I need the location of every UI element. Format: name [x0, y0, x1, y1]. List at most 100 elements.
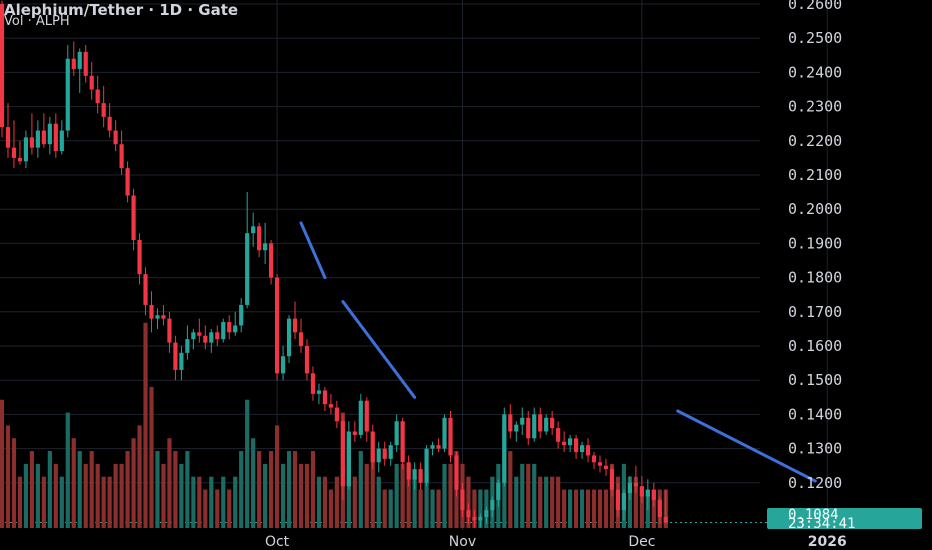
volume-bar: [304, 463, 310, 528]
candle-body: [107, 116, 112, 131]
candle-body: [29, 137, 34, 148]
volume-bar: [23, 463, 29, 528]
volume-bar: [173, 451, 178, 528]
volume-bar: [400, 463, 405, 528]
price-tick-label: 0.2500: [788, 29, 842, 47]
candle-body: [448, 417, 453, 456]
candle-body: [424, 448, 429, 483]
candle-body: [125, 168, 130, 196]
candle-body: [352, 431, 357, 435]
candle-body: [113, 130, 118, 145]
volume-bar: [179, 463, 184, 528]
candle-body: [23, 137, 29, 162]
candle-body: [17, 157, 23, 162]
volume-bar: [161, 463, 166, 528]
volume-bar: [514, 476, 519, 528]
candle-body: [663, 517, 668, 523]
time-tick-label: Oct: [265, 534, 290, 550]
candle-body: [89, 75, 94, 90]
volume-bar: [382, 489, 387, 528]
candle-body: [609, 469, 615, 490]
candle-body: [167, 318, 172, 343]
volume-bar: [352, 476, 357, 528]
volume-bar: [29, 451, 34, 528]
volume-bar: [436, 489, 441, 528]
candle-body: [5, 127, 11, 148]
trendline: [341, 300, 417, 399]
volume-bars: [0, 322, 668, 528]
candle-body: [597, 462, 603, 466]
candle-body: [173, 342, 178, 370]
trendline: [299, 221, 327, 280]
candle-body: [239, 304, 244, 326]
volume-bar: [508, 451, 513, 528]
volume-bar: [286, 451, 292, 528]
volume-bar: [167, 438, 172, 528]
candle-body: [101, 103, 106, 117]
candle-body: [53, 123, 58, 152]
candle-body: [257, 226, 262, 251]
volume-bar: [17, 476, 23, 528]
volume-bar: [579, 489, 585, 528]
candle-body: [472, 517, 477, 521]
candle-body: [328, 404, 333, 408]
volume-bar: [568, 489, 573, 528]
price-axis[interactable]: 0.2600 0.2500 0.2400 0.2300 0.2200 0.2100 0.20…: [788, 0, 842, 492]
candle-body: [484, 510, 489, 517]
price-tick-label: 0.1800: [788, 269, 842, 287]
volume-bar: [95, 463, 100, 528]
candle-body: [304, 346, 310, 374]
volume-bar: [185, 451, 190, 528]
time-axis[interactable]: Oct Nov Dec 2026: [265, 534, 847, 550]
candle-body: [334, 407, 339, 422]
candle-body: [568, 438, 573, 446]
candle-body: [274, 277, 280, 374]
volume-bar: [406, 463, 411, 528]
volume-bar: [245, 399, 250, 528]
candle-body: [137, 239, 142, 275]
candle-body: [430, 445, 435, 449]
volume-bar: [155, 451, 160, 528]
volume-legend[interactable]: Vol · ALPH: [4, 14, 70, 29]
volume-bar: [627, 476, 632, 528]
candle-body: [538, 414, 543, 432]
candle-body: [442, 417, 447, 449]
volume-bar: [376, 476, 381, 528]
volume-bar: [550, 476, 555, 528]
volume-bar: [113, 463, 118, 528]
candle-body: [316, 390, 322, 394]
volume-bar: [77, 451, 82, 528]
candle-body: [514, 424, 519, 432]
candle-body: [35, 130, 40, 148]
drawn-trendlines[interactable]: [299, 221, 817, 483]
candle-body: [227, 322, 232, 333]
candle-body: [191, 332, 196, 340]
volume-bar: [603, 489, 609, 528]
candle-body: [47, 123, 52, 145]
candle-body: [185, 339, 190, 353]
volume-bar: [639, 489, 644, 528]
price-tick-label: 0.2600: [788, 0, 842, 13]
candle-body: [179, 352, 184, 370]
volume-bar: [573, 489, 579, 528]
volume-bar: [478, 489, 483, 528]
volume-bar: [418, 489, 423, 528]
volume-bar: [41, 476, 46, 528]
symbol-title[interactable]: Alephium/Tether · 1D · Gate: [4, 1, 239, 19]
volume-bar: [209, 476, 214, 528]
volume-bar: [89, 451, 94, 528]
candle-body: [651, 489, 656, 500]
volume-bar: [47, 451, 52, 528]
volume-bar: [442, 463, 447, 528]
volume-bar: [233, 476, 238, 528]
volume-bar: [143, 322, 148, 528]
candle-body: [233, 325, 238, 333]
price-tick-label: 0.1500: [788, 371, 842, 389]
candle-body: [71, 58, 76, 69]
candle-body: [209, 332, 214, 343]
candle-body: [466, 510, 471, 517]
price-tick-label: 0.1700: [788, 303, 842, 321]
candle-body: [556, 428, 561, 442]
candle-body: [203, 335, 208, 343]
